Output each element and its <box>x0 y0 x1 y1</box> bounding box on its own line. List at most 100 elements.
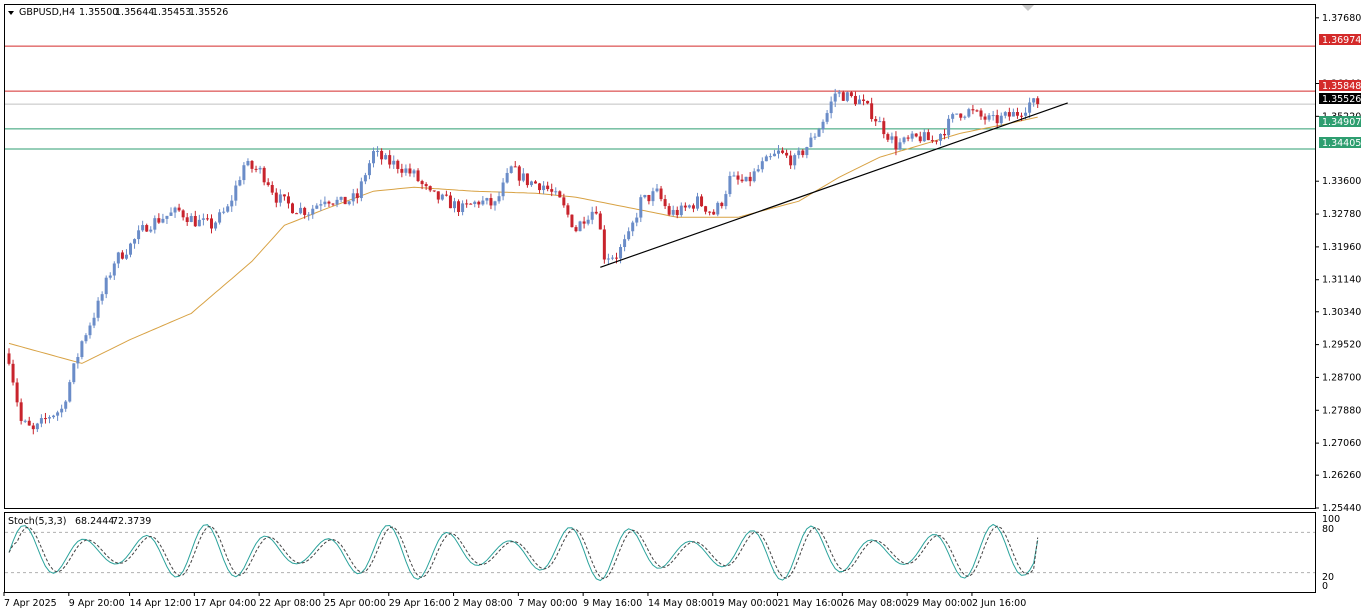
candle-body <box>785 152 789 156</box>
x-tick-label: 21 May 16:00 <box>778 598 843 609</box>
candle-body <box>655 188 659 192</box>
y-tick-label: 1.31960 <box>1322 242 1361 253</box>
candle-body <box>781 150 785 153</box>
candle-body <box>420 181 424 185</box>
candle-body <box>351 193 355 202</box>
candle-body <box>635 217 639 223</box>
candle-body <box>691 205 695 209</box>
candle-body <box>833 93 837 102</box>
candle-body <box>120 252 124 259</box>
candle-body <box>874 119 878 122</box>
candle-body <box>384 155 388 160</box>
candle-body <box>679 205 683 216</box>
candle-body <box>594 211 598 214</box>
candle-body <box>254 168 258 170</box>
candle-body <box>1015 112 1019 116</box>
candle-body <box>720 202 724 207</box>
candle-body <box>299 207 303 214</box>
candle-body <box>234 185 238 201</box>
stoch-signal-value: 72.3739 <box>112 516 151 527</box>
candle-body <box>890 136 894 140</box>
candle-body <box>473 201 477 204</box>
candle-body <box>700 196 704 207</box>
candle-body <box>230 200 234 207</box>
candle-body <box>623 239 627 248</box>
candle-body <box>546 185 550 190</box>
chart-shift-marker-icon[interactable] <box>1022 5 1034 11</box>
candle-body <box>331 203 335 205</box>
candle-body <box>149 229 153 232</box>
candle-body <box>659 188 663 200</box>
candle-body <box>497 196 501 202</box>
candle-body <box>768 156 772 158</box>
x-tick-label: 9 May 16:00 <box>583 598 642 609</box>
candle-body <box>841 92 845 101</box>
candle-body <box>687 205 691 208</box>
candle-body <box>303 207 307 215</box>
candle-body <box>282 194 286 197</box>
candles <box>7 88 1040 435</box>
candle-body <box>343 196 347 205</box>
candle-body <box>440 194 444 200</box>
collapse-arrow-icon[interactable] <box>8 11 14 15</box>
candle-body <box>708 211 712 213</box>
candle-body <box>242 165 246 181</box>
candle-body <box>367 163 371 176</box>
candle-body <box>96 300 100 318</box>
candle-body <box>56 412 60 416</box>
candle-body <box>116 252 120 264</box>
candle-body <box>943 133 947 136</box>
ohlc-low: 1.35453 <box>152 7 191 18</box>
candle-body <box>68 382 72 402</box>
ohlc-high: 1.35644 <box>115 7 154 18</box>
candle-body <box>408 168 412 174</box>
candle-body <box>1024 112 1028 116</box>
candle-body <box>1011 112 1015 117</box>
x-tick-label: 9 Apr 20:00 <box>69 598 125 609</box>
candle-body <box>906 137 910 139</box>
candle-body <box>947 118 951 136</box>
candle-body <box>582 221 586 224</box>
candle-body <box>627 231 631 240</box>
price-badge-label-2: 1.35526 <box>1322 94 1361 105</box>
price-badge-2 <box>1319 93 1361 104</box>
stoch-level-0: 0 <box>1322 581 1328 592</box>
candle-body <box>218 212 222 223</box>
candle-body <box>7 353 11 364</box>
candle-body <box>412 170 416 174</box>
stoch-label: Stoch(5,3,3) <box>8 516 66 527</box>
candle-body <box>84 335 88 342</box>
candle-body <box>222 211 226 213</box>
candle-body <box>606 258 610 260</box>
candle-body <box>590 211 594 220</box>
candle-body <box>1020 115 1023 117</box>
candle-body <box>728 175 732 195</box>
candle-body <box>400 168 404 173</box>
price-badge-label-0: 1.36974 <box>1322 35 1361 46</box>
stoch-main-line <box>8 523 1039 582</box>
candle-body <box>88 325 92 336</box>
candle-body <box>651 191 655 202</box>
price-panel <box>4 4 1316 509</box>
horizontal-levels <box>5 45 1315 150</box>
candle-body <box>266 182 270 186</box>
candle-body <box>444 194 448 196</box>
candle-body <box>278 194 282 203</box>
candle-body <box>327 201 331 204</box>
y-tick-label: 1.31140 <box>1322 275 1361 286</box>
candle-body <box>748 176 752 182</box>
candle-body <box>963 116 967 118</box>
candle-body <box>529 181 533 186</box>
candle-body <box>43 418 47 420</box>
candle-body <box>335 199 339 205</box>
candle-body <box>914 133 918 137</box>
candle-body <box>205 218 209 220</box>
candle-body <box>898 142 902 150</box>
candle-body <box>574 227 578 232</box>
candle-body <box>554 191 558 193</box>
candle-body <box>521 173 525 181</box>
candle-body <box>683 205 687 208</box>
candle-body <box>744 176 748 182</box>
candle-body <box>250 160 254 169</box>
candle-body <box>696 196 699 209</box>
